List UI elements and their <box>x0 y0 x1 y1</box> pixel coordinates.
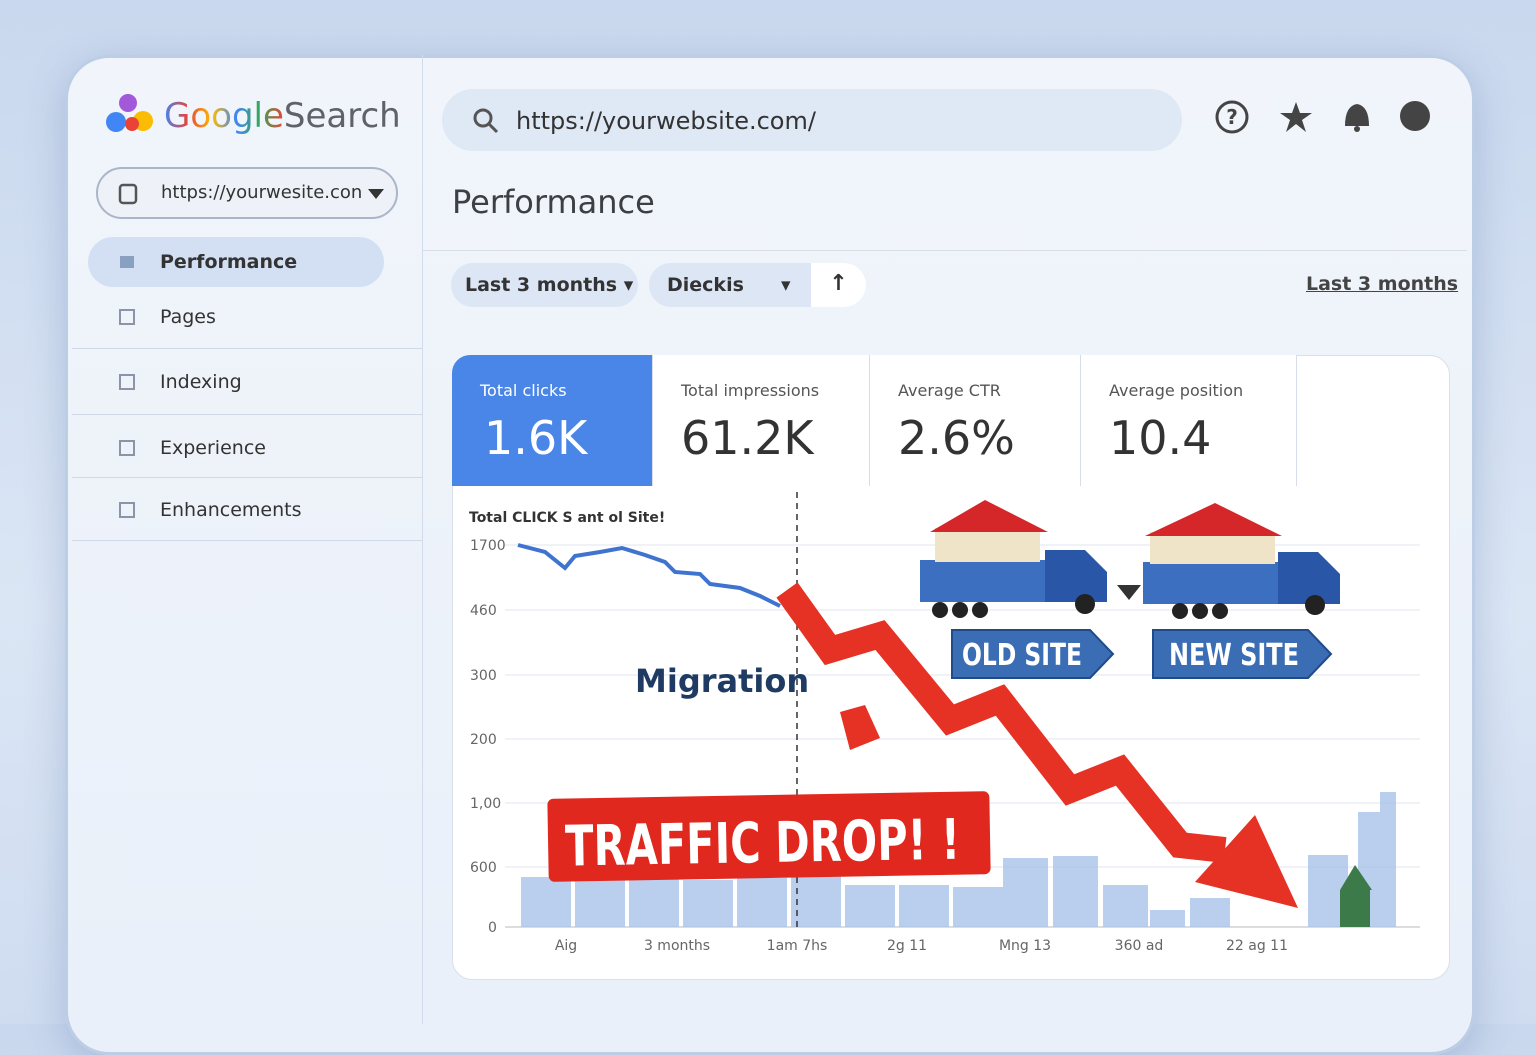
old-site-banner <box>951 629 1115 679</box>
y-label: 460 <box>470 603 497 619</box>
search-bar[interactable]: https://yourwebsite.com/ <box>442 89 1182 151</box>
metric-value: 2.6% <box>898 411 1015 465</box>
separator <box>72 414 422 415</box>
logo-brand: Google <box>164 96 284 136</box>
separator <box>422 250 1467 251</box>
separator <box>72 540 422 541</box>
drop-arrowhead <box>1195 815 1298 908</box>
x-label: 22 ag 11 <box>1226 938 1288 954</box>
metric-label: Total clicks <box>480 381 567 400</box>
old-site-label: OLD SITE <box>962 638 1082 673</box>
metric-tile[interactable]: Average CTR 2.6% <box>870 355 1081 486</box>
new-site-banner <box>1152 629 1333 679</box>
metric-label: Total impressions <box>681 381 820 400</box>
y-label: 300 <box>470 668 497 684</box>
drop-arrow <box>776 582 1227 863</box>
alert-label: TRAFFIC DROP! ! <box>565 808 961 880</box>
x-label: 3 months <box>644 938 710 954</box>
x-label: 1am 7hs <box>767 938 828 954</box>
bars <box>521 792 1396 927</box>
metric-label: Average position <box>1109 381 1244 400</box>
new-site-label: NEW SITE <box>1169 638 1299 673</box>
site-selector[interactable]: https://yourwesite.con <box>96 167 398 219</box>
y-label: 1700 <box>470 538 506 554</box>
x-labels: Aig 3 months 1am 7hs 2g 11 Mng 13 360 ad 22 ag… <box>555 938 1288 954</box>
search-icon <box>473 108 499 134</box>
logo-dots <box>106 94 153 132</box>
search-url: https://yourwebsite.com/ <box>516 107 816 135</box>
x-label: 2g 11 <box>887 938 927 954</box>
chart-title: Total CLICK S ant ol Site! <box>469 510 665 526</box>
filter-chip[interactable]: Dieckis ▾ ↑ <box>649 263 866 307</box>
metric-value: 10.4 <box>1109 411 1212 465</box>
filter-label: Dieckis <box>667 274 744 296</box>
logo: GoogleSearch <box>164 96 401 136</box>
x-label: Aig <box>555 938 577 954</box>
metric-value: 61.2K <box>681 411 814 465</box>
filter-chip[interactable]: Last 3 months ▾ <box>451 263 638 307</box>
y-label: 600 <box>470 860 497 876</box>
metric-label: Average CTR <box>898 381 1001 400</box>
nav-item[interactable]: Experience <box>160 437 266 459</box>
old-site-truck <box>920 500 1107 618</box>
metric-tile[interactable]: Total impressions 61.2K <box>653 355 870 486</box>
sidebar-divider <box>422 55 423 1024</box>
metric-tile[interactable]: Average position 10.4 <box>1081 355 1297 486</box>
new-site-truck <box>1143 503 1340 619</box>
site-url: https://yourwesite.con <box>161 182 363 203</box>
y-label: 200 <box>470 732 497 748</box>
nav-item[interactable]: Indexing <box>160 371 242 393</box>
metric-tile[interactable]: Total clicks 1.6K <box>452 355 653 486</box>
nav-icons <box>119 256 135 518</box>
y-labels: 1700 460 300 200 1,00 600 0 <box>470 538 506 936</box>
logo-product: Search <box>283 96 401 136</box>
y-label: 0 <box>488 920 497 936</box>
date-link[interactable]: Last 3 months <box>1306 273 1459 295</box>
alert-banner: TRAFFIC DROP! ! <box>547 791 991 882</box>
page-title: Performance <box>452 183 655 221</box>
nav-item[interactable]: Enhancements <box>160 499 302 521</box>
separator <box>72 348 422 349</box>
metric-value: 1.6K <box>484 411 588 465</box>
x-label: 360 ad <box>1115 938 1164 954</box>
selector-icons <box>118 183 384 205</box>
filter-label: Last 3 months <box>465 274 618 296</box>
clicks-line <box>517 543 781 608</box>
toolbar-icons[interactable]: ? <box>1210 96 1440 140</box>
chart: Total CLICK S ant ol Site! 1700 460 300 200… <box>469 492 1420 954</box>
y-label: 1,00 <box>470 796 501 812</box>
debris <box>840 705 880 750</box>
svg-text:?: ? <box>1226 105 1238 129</box>
nav-item[interactable]: Pages <box>160 306 216 328</box>
migration-label: Migration <box>635 662 809 700</box>
nav-item[interactable]: Performance <box>88 237 384 287</box>
separator <box>72 477 422 478</box>
x-label: Mng 13 <box>999 938 1051 954</box>
